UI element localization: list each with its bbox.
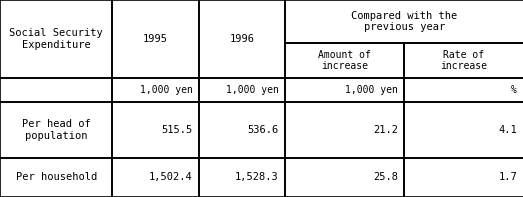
Bar	[112, 78, 199, 102]
Bar	[0, 0, 112, 78]
Text: 25.8: 25.8	[373, 172, 398, 182]
Text: 21.2: 21.2	[373, 125, 398, 135]
Bar	[404, 43, 523, 78]
Bar	[285, 158, 404, 197]
Text: 1,528.3: 1,528.3	[235, 172, 279, 182]
Bar	[285, 43, 404, 78]
Bar	[112, 102, 199, 158]
Bar	[199, 78, 285, 102]
Bar	[112, 0, 199, 78]
Bar	[199, 102, 285, 158]
Text: 1,000 yen: 1,000 yen	[226, 85, 279, 95]
Bar	[199, 158, 285, 197]
Text: Compared with the
previous year: Compared with the previous year	[351, 11, 458, 33]
Text: 1.7: 1.7	[498, 172, 517, 182]
Bar	[0, 78, 112, 102]
Text: 1,000 yen: 1,000 yen	[140, 85, 192, 95]
Text: Per head of
population: Per head of population	[22, 119, 90, 141]
Text: 1,000 yen: 1,000 yen	[345, 85, 398, 95]
Bar	[404, 102, 523, 158]
Text: %: %	[511, 85, 517, 95]
Text: 1995: 1995	[143, 34, 168, 44]
Text: Rate of
increase: Rate of increase	[440, 50, 487, 71]
Bar	[0, 102, 112, 158]
Bar	[404, 78, 523, 102]
Bar	[0, 158, 112, 197]
Bar	[285, 78, 404, 102]
Text: Per household: Per household	[16, 172, 97, 182]
Bar	[404, 158, 523, 197]
Text: 536.6: 536.6	[247, 125, 279, 135]
Bar	[285, 102, 404, 158]
Text: 515.5: 515.5	[161, 125, 192, 135]
Bar	[285, 0, 523, 43]
Text: 1996: 1996	[230, 34, 254, 44]
Text: Amount of
increase: Amount of increase	[318, 50, 371, 71]
Bar	[199, 0, 285, 78]
Text: 4.1: 4.1	[498, 125, 517, 135]
Text: 1,502.4: 1,502.4	[149, 172, 192, 182]
Bar	[112, 158, 199, 197]
Text: Social Security
Expenditure: Social Security Expenditure	[9, 28, 103, 50]
